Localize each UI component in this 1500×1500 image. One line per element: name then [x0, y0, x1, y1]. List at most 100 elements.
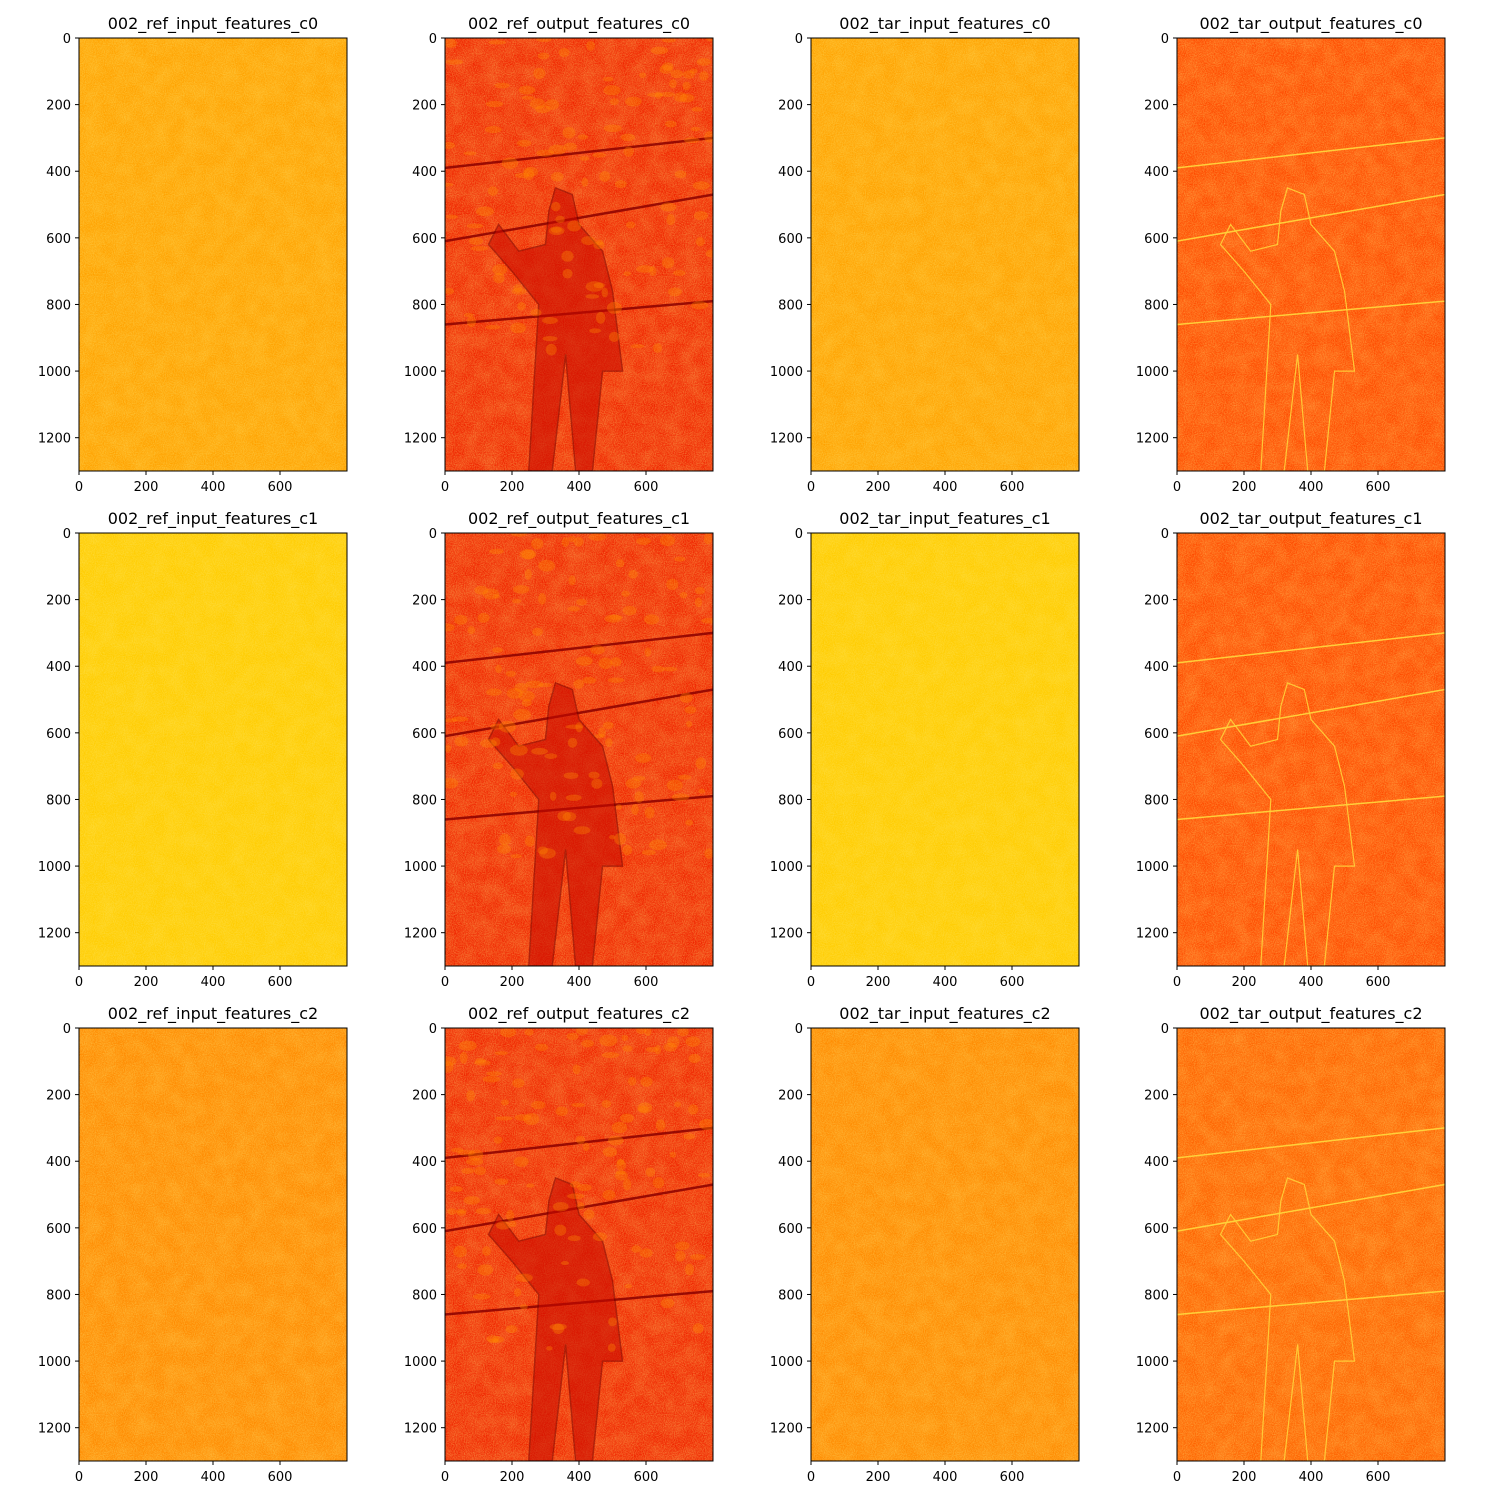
texture-blob [685, 1263, 694, 1276]
y-tick-label: 1200 [770, 1422, 803, 1437]
y-tick-label: 600 [778, 727, 803, 742]
texture-blob [524, 835, 535, 847]
texture-blob [531, 747, 548, 755]
y-tick-label: 0 [795, 32, 803, 47]
y-tick-label: 0 [795, 1022, 803, 1037]
y-tick-label: 1000 [38, 860, 71, 875]
y-tick-label: 400 [46, 660, 71, 675]
texture-blob [485, 324, 501, 330]
texture-blob [655, 1119, 666, 1131]
texture-blob [484, 126, 502, 134]
texture-blob [611, 1121, 628, 1134]
texture-blob [551, 201, 561, 212]
texture-blob [614, 180, 627, 189]
texture-blob [671, 793, 690, 801]
texture-blob [529, 98, 546, 110]
y-tick-label: 1200 [404, 1422, 437, 1437]
texture-blob [660, 202, 677, 212]
edge-line [1177, 300, 1445, 326]
y-tick-label: 600 [1144, 1222, 1169, 1237]
edge-line [445, 631, 713, 665]
y-tick-label: 1000 [1136, 1355, 1169, 1370]
x-tick-label: 0 [75, 975, 83, 990]
texture-blob [666, 214, 676, 226]
texture-blob [610, 657, 622, 667]
x-tick-label: 0 [1173, 1470, 1181, 1485]
x-tick-label: 400 [1299, 975, 1324, 990]
texture-blob [666, 779, 683, 791]
x-tick-label: 600 [268, 1470, 293, 1485]
y-tick-label: 1200 [770, 927, 803, 942]
heatmap-panel: 002_ref_output_features_c1 0 200 400 600 0 200… [404, 509, 714, 990]
x-tick-label: 400 [933, 1470, 958, 1485]
y-tick-label: 800 [412, 298, 437, 313]
texture-blob [485, 100, 504, 108]
x-tick-label: 0 [441, 975, 449, 990]
texture-blob [445, 744, 452, 753]
y-tick-label: 1200 [38, 927, 71, 942]
texture-blob [467, 626, 476, 635]
y-tick-label: 800 [778, 793, 803, 808]
texture-blob [498, 720, 517, 733]
texture-blob [695, 586, 706, 595]
texture-blob [636, 265, 654, 273]
texture-blob [474, 1166, 486, 1176]
texture-blob [549, 791, 557, 801]
texture-blob [468, 1149, 484, 1161]
texture-blob [691, 107, 703, 112]
y-tick-label: 200 [778, 594, 803, 609]
texture-blob [595, 311, 606, 324]
texture-blob [493, 594, 501, 599]
panel-title: 002_ref_input_features_c0 [108, 14, 318, 34]
texture-blob [451, 716, 469, 722]
texture-blob [518, 85, 536, 95]
y-tick-label: 1000 [770, 860, 803, 875]
texture-blob [627, 1076, 637, 1086]
texture-blob [684, 706, 697, 714]
texture-blob [577, 134, 589, 140]
person-outline [1219, 187, 1356, 471]
texture-blob [625, 221, 636, 229]
x-tick-label: 200 [134, 1470, 159, 1485]
x-tick-label: 400 [1299, 1470, 1324, 1485]
y-tick-label: 200 [412, 1089, 437, 1104]
texture-blob [622, 844, 633, 856]
texture-blob [472, 1293, 491, 1300]
texture-blob [688, 1053, 701, 1064]
x-tick-label: 400 [933, 975, 958, 990]
heatmap-image [811, 38, 1079, 471]
texture-blob [477, 1264, 494, 1276]
texture-blob [525, 680, 544, 689]
texture-blob [634, 791, 644, 803]
texture-blob [669, 1151, 676, 1158]
texture-blob [510, 533, 527, 537]
x-tick-label: 0 [1173, 975, 1181, 990]
texture-blob [703, 533, 713, 545]
texture-blob [560, 1260, 569, 1266]
y-tick-label: 400 [412, 1155, 437, 1170]
texture-blob [530, 308, 542, 317]
texture-blob [588, 771, 600, 779]
texture-blob [445, 1060, 454, 1073]
texture-blob [487, 186, 498, 196]
texture-blob [696, 58, 712, 66]
panel-title: 002_ref_input_features_c2 [108, 1004, 318, 1024]
texture-blob [592, 152, 607, 158]
texture-blob [659, 64, 673, 74]
texture-blob [445, 214, 458, 219]
texture-blob [457, 1263, 467, 1269]
y-tick-label: 200 [778, 99, 803, 114]
texture-blob [664, 120, 677, 128]
texture-blob [573, 826, 591, 835]
texture-blob [468, 237, 483, 245]
texture-blob [660, 91, 675, 98]
texture-blob [591, 778, 603, 789]
edge-line [1177, 688, 1445, 737]
texture-blob [532, 627, 543, 636]
texture-blob [466, 1157, 484, 1166]
texture-blob [615, 804, 623, 810]
texture-blob [699, 71, 709, 81]
texture-blob [545, 99, 560, 110]
edge-line [1177, 137, 1445, 169]
x-tick-label: 200 [866, 975, 891, 990]
